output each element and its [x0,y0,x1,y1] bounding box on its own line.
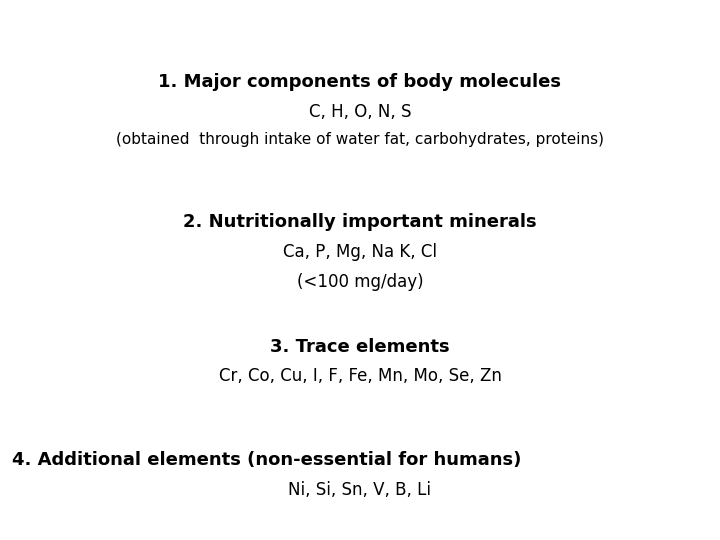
Text: 2. Nutritionally important minerals: 2. Nutritionally important minerals [183,213,537,231]
Text: (<100 mg/day): (<100 mg/day) [297,273,423,291]
Text: Cr, Co, Cu, I, F, Fe, Mn, Mo, Se, Zn: Cr, Co, Cu, I, F, Fe, Mn, Mo, Se, Zn [219,367,501,385]
Text: (obtained  through intake of water fat, carbohydrates, proteins): (obtained through intake of water fat, c… [116,132,604,147]
Text: 3. Trace elements: 3. Trace elements [270,338,450,355]
Text: Ca, P, Mg, Na K, Cl: Ca, P, Mg, Na K, Cl [283,243,437,261]
Text: Ni, Si, Sn, V, B, Li: Ni, Si, Sn, V, B, Li [289,481,431,498]
Text: 4. Additional elements (non-essential for humans): 4. Additional elements (non-essential fo… [12,451,521,469]
Text: C, H, O, N, S: C, H, O, N, S [309,103,411,120]
Text: 1. Major components of body molecules: 1. Major components of body molecules [158,73,562,91]
